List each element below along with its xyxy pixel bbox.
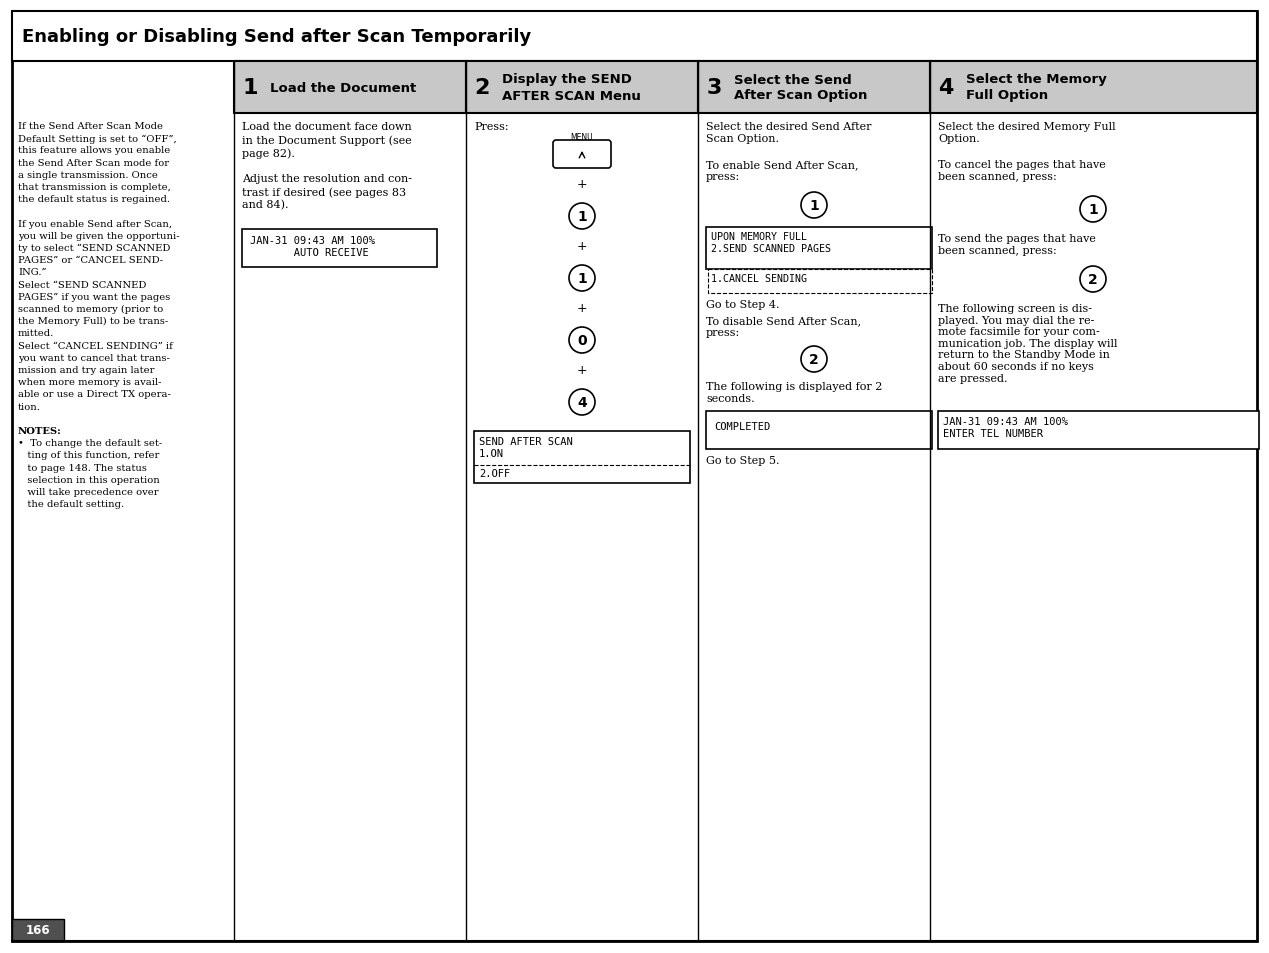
- Text: you will be given the opportuni-: you will be given the opportuni-: [18, 232, 180, 240]
- Text: 1: 1: [242, 78, 258, 98]
- Text: Default Setting is set to “OFF”,: Default Setting is set to “OFF”,: [18, 134, 176, 143]
- Text: scanned to memory (prior to: scanned to memory (prior to: [18, 305, 164, 314]
- Text: 4: 4: [577, 395, 586, 410]
- Text: 166: 166: [25, 923, 51, 937]
- Text: mitted.: mitted.: [18, 329, 55, 338]
- Bar: [698, 62, 930, 113]
- Text: Display the SEND
AFTER SCAN Menu: Display the SEND AFTER SCAN Menu: [503, 73, 641, 102]
- Text: 4: 4: [938, 78, 954, 98]
- Text: selection in this operation: selection in this operation: [18, 476, 160, 484]
- Text: 3: 3: [707, 78, 722, 98]
- Text: this feature allows you enable: this feature allows you enable: [18, 146, 170, 155]
- Text: Load the Document: Load the Document: [270, 81, 416, 94]
- Text: and 84).: and 84).: [242, 200, 288, 210]
- Bar: [11, 919, 63, 941]
- Text: Go to Step 4.: Go to Step 4.: [706, 299, 779, 310]
- Text: tion.: tion.: [18, 402, 41, 411]
- Text: PAGES” if you want the pages: PAGES” if you want the pages: [18, 293, 170, 301]
- Text: 0: 0: [577, 334, 586, 348]
- Text: the default setting.: the default setting.: [18, 499, 124, 509]
- Text: in the Document Support (see: in the Document Support (see: [242, 135, 411, 146]
- Bar: [242, 230, 437, 268]
- Text: you want to cancel that trans-: you want to cancel that trans-: [18, 354, 170, 362]
- Text: a single transmission. Once: a single transmission. Once: [18, 171, 157, 179]
- Text: 1.CANCEL SENDING: 1.CANCEL SENDING: [711, 274, 807, 284]
- Text: Select the Send
After Scan Option: Select the Send After Scan Option: [733, 73, 868, 102]
- Text: The following is displayed for 2
seconds.: The following is displayed for 2 seconds…: [706, 381, 882, 403]
- Text: 2: 2: [475, 78, 490, 98]
- Text: 2: 2: [810, 353, 819, 367]
- Text: NOTES:: NOTES:: [18, 427, 62, 436]
- Text: UPON MEMORY FULL
2.SEND SCANNED PAGES: UPON MEMORY FULL 2.SEND SCANNED PAGES: [711, 232, 831, 253]
- Text: Select the desired Memory Full
Option.: Select the desired Memory Full Option.: [938, 122, 1115, 144]
- Bar: [930, 62, 1258, 113]
- Text: Enabling or Disabling Send after Scan Temporarily: Enabling or Disabling Send after Scan Te…: [22, 28, 532, 46]
- Text: +: +: [576, 178, 588, 192]
- Bar: [475, 432, 690, 483]
- Text: Load the document face down: Load the document face down: [242, 122, 411, 132]
- Text: able or use a Direct TX opera-: able or use a Direct TX opera-: [18, 390, 171, 399]
- FancyBboxPatch shape: [553, 141, 610, 169]
- Text: 2: 2: [1088, 273, 1098, 287]
- Text: 1: 1: [577, 272, 586, 286]
- Text: ty to select “SEND SCANNED: ty to select “SEND SCANNED: [18, 244, 170, 253]
- Text: will take precedence over: will take precedence over: [18, 488, 159, 497]
- Text: page 82).: page 82).: [242, 148, 294, 158]
- Text: To send the pages that have
been scanned, press:: To send the pages that have been scanned…: [938, 233, 1096, 255]
- Bar: [466, 62, 698, 113]
- Bar: [233, 62, 466, 113]
- Text: ING.”: ING.”: [18, 268, 47, 277]
- Text: The following screen is dis-
played. You may dial the re-
mote facsimile for you: The following screen is dis- played. You…: [938, 304, 1118, 383]
- Text: To enable Send After Scan,
press:: To enable Send After Scan, press:: [706, 160, 859, 181]
- Text: MENU: MENU: [571, 132, 594, 142]
- Text: Select “SEND SCANNED: Select “SEND SCANNED: [18, 280, 146, 290]
- Text: To disable Send After Scan,
press:: To disable Send After Scan, press:: [706, 315, 862, 337]
- Text: trast if desired (see pages 83: trast if desired (see pages 83: [242, 187, 406, 197]
- Bar: [706, 228, 931, 270]
- Text: COMPLETED: COMPLETED: [714, 421, 770, 432]
- Text: To cancel the pages that have
been scanned, press:: To cancel the pages that have been scann…: [938, 160, 1105, 181]
- Text: +: +: [576, 240, 588, 253]
- Text: PAGES” or “CANCEL SEND-: PAGES” or “CANCEL SEND-: [18, 256, 164, 265]
- Text: 1: 1: [1088, 203, 1098, 216]
- Text: JAN-31 09:43 AM 100%
       AUTO RECEIVE: JAN-31 09:43 AM 100% AUTO RECEIVE: [250, 235, 376, 257]
- Text: SEND AFTER SCAN
1.ON: SEND AFTER SCAN 1.ON: [478, 436, 572, 458]
- Text: Go to Step 5.: Go to Step 5.: [706, 456, 779, 465]
- Text: ting of this function, refer: ting of this function, refer: [18, 451, 160, 460]
- Text: the Memory Full) to be trans-: the Memory Full) to be trans-: [18, 316, 169, 326]
- Text: that transmission is complete,: that transmission is complete,: [18, 183, 171, 192]
- Bar: [11, 12, 1258, 62]
- Text: Select the Memory
Full Option: Select the Memory Full Option: [966, 73, 1107, 102]
- Text: when more memory is avail-: when more memory is avail-: [18, 377, 161, 387]
- Text: +: +: [576, 364, 588, 377]
- Text: to page 148. The status: to page 148. The status: [18, 463, 147, 472]
- Bar: [708, 270, 931, 294]
- Text: +: +: [576, 302, 588, 315]
- Text: mission and try again later: mission and try again later: [18, 366, 155, 375]
- Text: Select the desired Send After
Scan Option.: Select the desired Send After Scan Optio…: [706, 122, 872, 144]
- Text: Press:: Press:: [475, 122, 509, 132]
- Bar: [938, 412, 1259, 450]
- Text: JAN-31 09:43 AM 100%
ENTER TEL NUMBER: JAN-31 09:43 AM 100% ENTER TEL NUMBER: [943, 416, 1068, 438]
- Text: the default status is regained.: the default status is regained.: [18, 195, 170, 204]
- Text: If you enable Send after Scan,: If you enable Send after Scan,: [18, 219, 173, 229]
- Text: Adjust the resolution and con-: Adjust the resolution and con-: [242, 173, 412, 184]
- Text: Select “CANCEL SENDING” if: Select “CANCEL SENDING” if: [18, 341, 173, 351]
- Text: 1: 1: [577, 210, 586, 224]
- Text: If the Send After Scan Mode: If the Send After Scan Mode: [18, 122, 162, 131]
- Text: •  To change the default set-: • To change the default set-: [18, 438, 162, 448]
- Text: 1: 1: [810, 199, 819, 213]
- Text: 2.OFF: 2.OFF: [478, 469, 510, 478]
- Bar: [706, 412, 931, 450]
- Text: the Send After Scan mode for: the Send After Scan mode for: [18, 158, 169, 168]
